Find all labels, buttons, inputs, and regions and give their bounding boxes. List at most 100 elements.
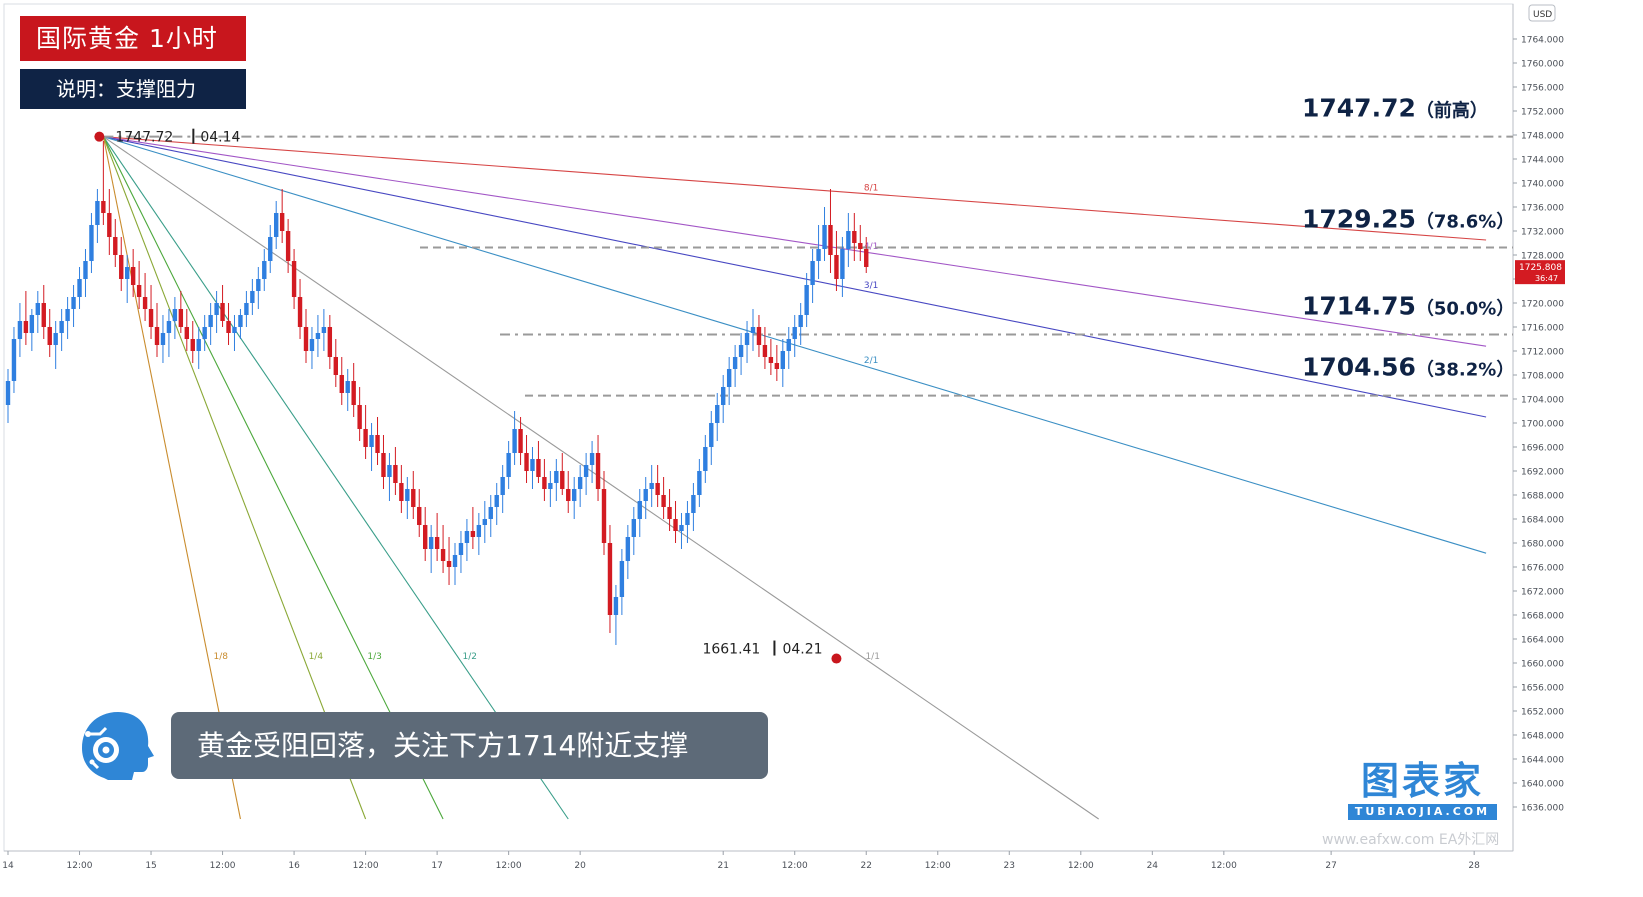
x-tick-label: 22 xyxy=(861,861,872,871)
candle-body xyxy=(369,435,374,447)
candle-body xyxy=(291,261,297,297)
candle-body xyxy=(77,279,82,297)
candle-body xyxy=(756,327,762,345)
candle-body xyxy=(59,321,64,333)
candle-body xyxy=(89,225,94,261)
gann-line-1-4 xyxy=(102,136,367,820)
gann-line-4-1 xyxy=(103,136,1487,347)
candle-body xyxy=(512,429,517,453)
gann-line-8-1 xyxy=(103,136,1487,241)
candle-body xyxy=(23,321,29,333)
candle-body xyxy=(494,495,499,507)
current-price-value: 1725.808 xyxy=(1519,263,1562,273)
y-tick-label: 1716.000 xyxy=(1521,324,1564,334)
x-tick-label: 14 xyxy=(2,861,14,871)
candle-body xyxy=(691,495,696,513)
gann-label: 1/8 xyxy=(213,652,228,662)
candle-body xyxy=(613,597,619,615)
level-label: 1747.72（前高） xyxy=(1302,94,1488,123)
candle-body xyxy=(41,303,46,327)
candle-body xyxy=(572,489,577,501)
candle-body xyxy=(762,345,768,357)
robot-head-icon xyxy=(82,712,154,780)
candle-body xyxy=(148,309,154,327)
y-tick-label: 1740.000 xyxy=(1521,180,1564,190)
gann-label: 1/4 xyxy=(309,652,324,662)
candle-body xyxy=(637,501,642,519)
candle-body xyxy=(506,453,511,477)
chart-subtitle: 说明：支撑阻力 xyxy=(20,69,246,109)
candle-body xyxy=(673,519,678,531)
candle-body xyxy=(387,465,392,477)
low-date: 04.21 xyxy=(782,642,822,658)
candle-body xyxy=(268,237,273,261)
x-tick-label: 12:00 xyxy=(353,861,379,871)
y-tick-label: 1688.000 xyxy=(1521,492,1564,502)
y-tick-label: 1744.000 xyxy=(1521,156,1564,166)
candle-body xyxy=(655,483,660,495)
candle-body xyxy=(780,351,785,369)
candle-body xyxy=(715,405,720,423)
candle-body xyxy=(685,513,690,525)
candle-body xyxy=(804,285,809,315)
candle-body xyxy=(172,309,178,321)
candle-body xyxy=(846,231,851,249)
candle-body xyxy=(560,471,565,489)
x-tick-label: 12:00 xyxy=(1068,861,1094,871)
candle-body xyxy=(208,315,213,327)
candle-body xyxy=(726,369,732,387)
candle-body xyxy=(536,459,541,477)
candle-body xyxy=(214,303,219,315)
candle-body xyxy=(279,213,285,231)
candle-body xyxy=(333,357,338,375)
candle-body xyxy=(440,549,446,561)
candle-body xyxy=(315,333,321,339)
x-tick-label: 12:00 xyxy=(782,861,808,871)
candle-body xyxy=(661,495,666,507)
candle-body xyxy=(47,327,52,345)
y-tick-label: 1676.000 xyxy=(1521,564,1564,574)
x-tick-label: 15 xyxy=(145,861,156,871)
candle-body xyxy=(136,285,142,297)
candle-body xyxy=(297,297,303,327)
gann-label: 2/1 xyxy=(864,356,878,366)
candle-body xyxy=(250,291,255,303)
x-tick-label: 12:00 xyxy=(210,861,236,871)
y-tick-label: 1704.000 xyxy=(1521,396,1564,406)
candle-body xyxy=(17,321,23,339)
x-tick-label: 17 xyxy=(431,861,442,871)
candle-body xyxy=(703,447,708,471)
candle-body xyxy=(619,561,625,597)
candle-body xyxy=(768,357,774,363)
candle-body xyxy=(238,315,243,327)
x-tick-label: 12:00 xyxy=(67,861,93,871)
y-tick-label: 1684.000 xyxy=(1521,516,1564,526)
candle-body xyxy=(631,519,636,537)
low-value: 1661.41 xyxy=(702,642,760,658)
brand-logo: 图表家 TUBIAOJIA.COM xyxy=(1345,760,1500,822)
candle-body xyxy=(65,309,70,321)
y-tick-label: 1692.000 xyxy=(1521,468,1564,478)
gann-line-1-3 xyxy=(102,136,444,820)
gann-line-3-1 xyxy=(103,136,1487,418)
candle-body xyxy=(327,327,333,357)
candle-body xyxy=(858,243,863,249)
candle-body xyxy=(381,453,386,477)
candle-body xyxy=(101,201,106,213)
candle-body xyxy=(798,315,803,327)
candle-body xyxy=(202,327,207,339)
y-tick-label: 1720.000 xyxy=(1521,300,1564,310)
candle-body xyxy=(750,327,756,333)
candle-body xyxy=(142,297,148,309)
current-price-badge xyxy=(1515,260,1565,285)
candle-body xyxy=(840,249,845,279)
candle-body xyxy=(196,339,201,351)
y-tick-label: 1732.000 xyxy=(1521,228,1564,238)
peak-value: 1747.72 xyxy=(115,130,173,146)
brand-name: 图表家 xyxy=(1360,759,1484,803)
candle-body xyxy=(852,231,857,243)
candle-body xyxy=(411,489,416,507)
candle-body xyxy=(744,333,750,345)
candle-body xyxy=(29,315,35,333)
